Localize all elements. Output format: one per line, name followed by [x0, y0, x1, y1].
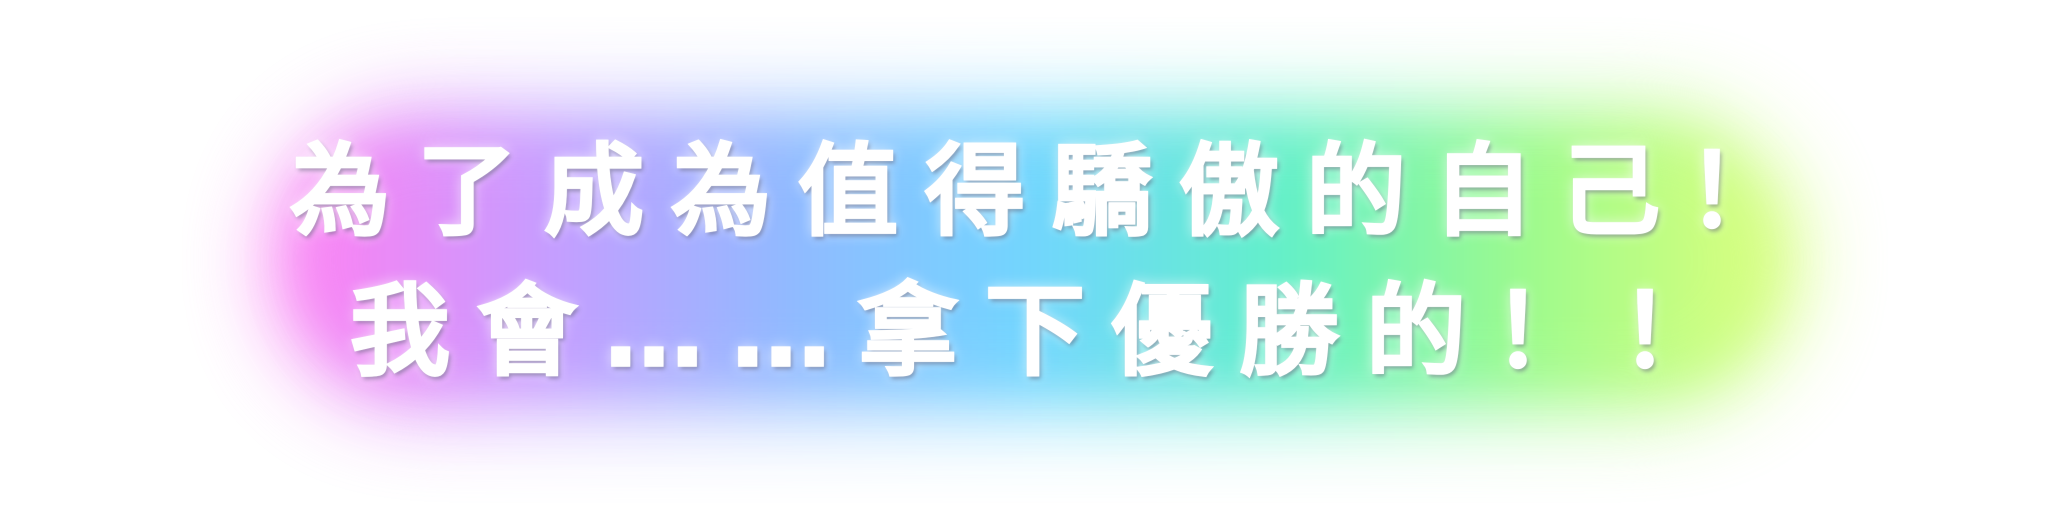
rainbow-glow-core	[300, 140, 1770, 380]
caption-line-1: 為了成為值得驕傲的自己！	[289, 132, 1814, 251]
caption-line-2: 我會……拿下優勝的！！	[349, 272, 1747, 391]
